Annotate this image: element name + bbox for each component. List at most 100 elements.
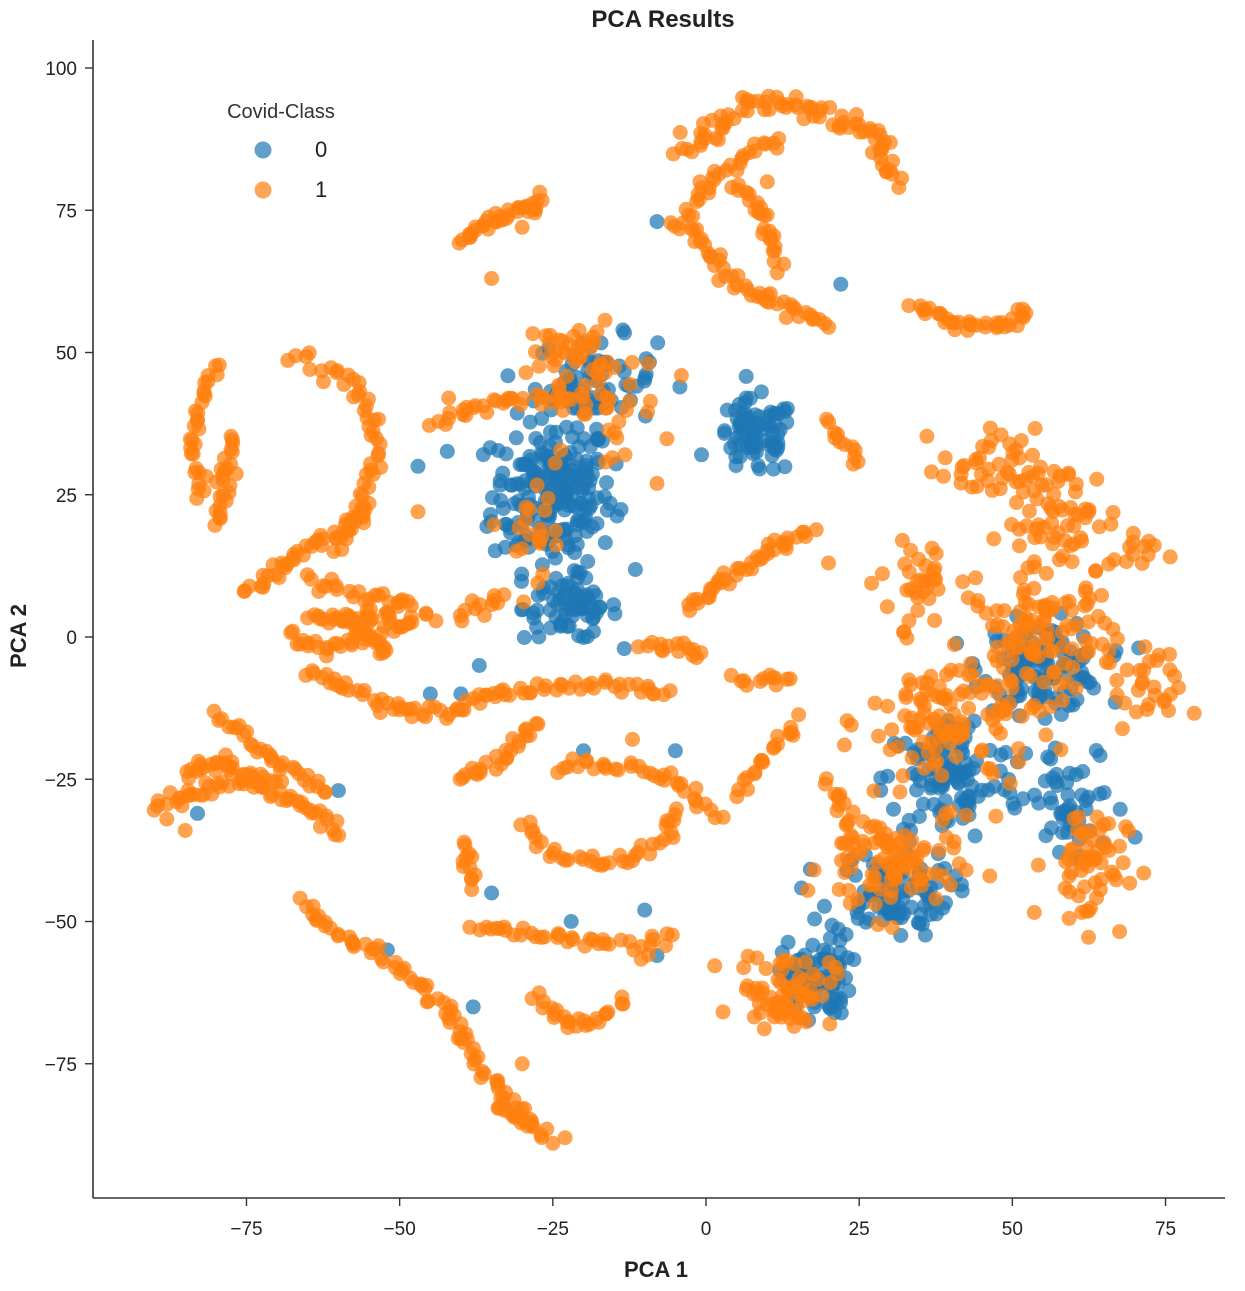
data-point-class-1 xyxy=(852,844,868,860)
x-tick-label: 0 xyxy=(701,1219,712,1240)
data-point-class-1 xyxy=(991,456,1007,472)
data-point-class-1 xyxy=(531,358,547,374)
data-point-class-1 xyxy=(910,603,926,618)
data-point-class-0 xyxy=(833,276,849,292)
data-point-class-1 xyxy=(832,120,848,136)
data-point-class-1 xyxy=(1066,811,1082,827)
data-point-class-1 xyxy=(326,544,342,559)
data-point-class-0 xyxy=(576,431,592,447)
data-point-class-0 xyxy=(1112,801,1128,817)
data-point-class-0 xyxy=(766,461,781,477)
data-point-class-1 xyxy=(381,594,397,610)
data-point-class-1 xyxy=(1106,867,1122,883)
data-point-class-1 xyxy=(1004,517,1020,532)
data-point-class-0 xyxy=(475,447,491,463)
data-point-class-1 xyxy=(783,719,799,735)
data-point-class-1 xyxy=(1061,910,1077,926)
data-point-class-1 xyxy=(924,464,939,480)
data-point-class-1 xyxy=(196,483,212,499)
data-point-class-1 xyxy=(740,948,756,964)
data-point-class-1 xyxy=(546,358,562,374)
data-point-class-1 xyxy=(1073,826,1089,842)
data-point-class-1 xyxy=(879,599,895,615)
data-point-class-0 xyxy=(753,384,769,400)
data-point-class-1 xyxy=(898,689,914,705)
data-point-class-1 xyxy=(547,455,563,471)
data-point-class-1 xyxy=(989,707,1005,723)
data-point-class-1 xyxy=(897,708,913,724)
data-point-class-1 xyxy=(678,201,694,217)
data-point-class-1 xyxy=(744,94,760,109)
data-point-class-1 xyxy=(1115,855,1131,871)
data-point-class-0 xyxy=(1068,767,1084,783)
data-point-class-1 xyxy=(767,670,783,686)
data-point-class-1 xyxy=(871,728,886,744)
data-point-class-0 xyxy=(926,797,942,812)
data-point-class-0 xyxy=(727,436,743,452)
data-point-class-1 xyxy=(664,927,680,943)
data-point-class-0 xyxy=(1080,789,1096,805)
data-point-class-1 xyxy=(375,954,391,970)
data-point-class-1 xyxy=(769,265,785,281)
data-point-class-1 xyxy=(839,713,855,729)
data-point-class-1 xyxy=(536,929,552,945)
data-point-class-1 xyxy=(808,522,824,538)
data-point-class-1 xyxy=(770,1000,786,1016)
data-point-class-1 xyxy=(1054,639,1070,655)
data-point-class-1 xyxy=(970,593,986,609)
data-point-class-0 xyxy=(738,368,754,384)
data-point-class-1 xyxy=(372,646,388,662)
data-point-class-1 xyxy=(1044,595,1060,610)
data-point-class-1 xyxy=(1016,586,1031,602)
legend-label-0: 0 xyxy=(315,137,327,162)
data-point-class-1 xyxy=(522,527,538,543)
data-point-class-1 xyxy=(1011,538,1027,554)
data-point-class-1 xyxy=(253,579,269,594)
data-point-class-1 xyxy=(486,517,502,533)
data-point-class-1 xyxy=(1061,593,1077,609)
data-point-class-1 xyxy=(1038,565,1054,581)
data-point-class-1 xyxy=(1059,617,1075,633)
data-point-class-1 xyxy=(441,390,457,406)
data-point-class-1 xyxy=(958,807,974,823)
data-point-class-1 xyxy=(573,340,588,356)
data-point-class-1 xyxy=(1118,819,1134,835)
data-point-class-1 xyxy=(769,296,785,312)
data-point-class-1 xyxy=(313,527,329,543)
data-point-class-1 xyxy=(553,442,569,458)
data-point-class-0 xyxy=(550,596,566,612)
data-point-class-1 xyxy=(930,581,946,597)
data-point-class-0 xyxy=(580,554,596,569)
data-point-class-1 xyxy=(563,391,579,407)
data-point-class-0 xyxy=(564,467,580,483)
data-point-class-1 xyxy=(1053,742,1069,758)
data-point-class-1 xyxy=(969,479,985,494)
data-point-class-1 xyxy=(1036,674,1052,690)
data-point-class-1 xyxy=(866,783,882,799)
data-point-class-1 xyxy=(611,414,627,430)
data-point-class-1 xyxy=(1061,868,1077,884)
data-point-class-1 xyxy=(1014,708,1030,724)
data-point-class-1 xyxy=(707,163,722,179)
data-point-class-1 xyxy=(977,319,993,335)
data-point-class-1 xyxy=(576,406,592,422)
data-point-class-1 xyxy=(1162,549,1178,565)
points-layer xyxy=(146,88,1202,1151)
data-point-class-1 xyxy=(1040,496,1056,512)
data-point-class-0 xyxy=(528,431,544,446)
data-point-class-1 xyxy=(715,1004,731,1020)
data-point-class-1 xyxy=(901,672,917,688)
data-point-class-1 xyxy=(1186,705,1202,721)
data-point-class-1 xyxy=(928,891,944,907)
data-point-class-1 xyxy=(836,737,852,753)
data-point-class-0 xyxy=(559,419,574,435)
data-point-class-1 xyxy=(1094,587,1109,603)
data-point-class-1 xyxy=(1118,554,1134,570)
data-point-class-1 xyxy=(1088,563,1104,579)
data-point-class-1 xyxy=(439,710,455,726)
data-point-class-1 xyxy=(428,613,444,629)
data-point-class-1 xyxy=(1069,852,1085,868)
data-point-class-1 xyxy=(572,849,588,865)
data-point-class-1 xyxy=(1146,538,1162,553)
data-point-class-0 xyxy=(886,801,901,817)
